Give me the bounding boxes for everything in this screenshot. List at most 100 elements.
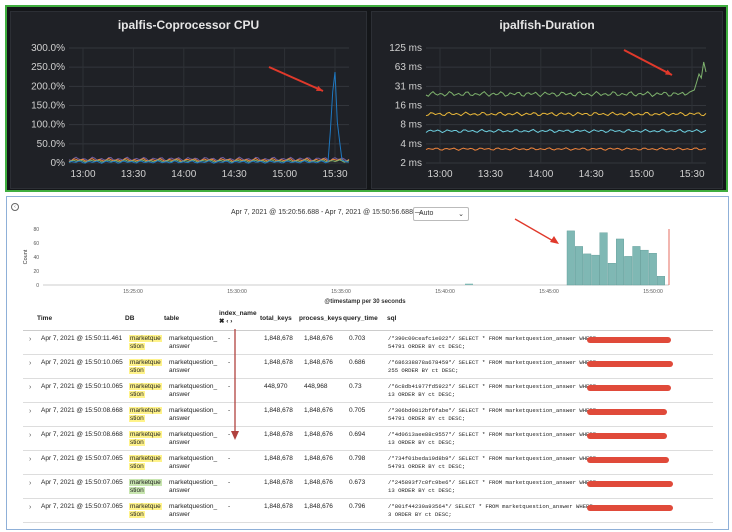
red-arrow: [268, 66, 324, 92]
x-tick-label: 14:00: [171, 169, 196, 180]
cell-db: marketque stion: [129, 383, 162, 399]
red-arrow-head: [316, 85, 323, 91]
table-row[interactable]: › Apr 7, 2021 @ 15:50:07.065 marketque st…: [23, 475, 713, 499]
cpu-panel[interactable]: ipalfis-Coprocessor CPU 300.0% 250.0% 200.…: [10, 11, 367, 189]
cell-db: marketque stion: [129, 407, 162, 423]
db-line-2: stion: [129, 463, 145, 470]
y-tick-label: 0: [36, 283, 39, 289]
cell-query-time: 0.694: [349, 431, 366, 438]
table-line-1: marketquestion_: [169, 455, 218, 462]
sql-line-2: 54791 ORDER BY ct DESC;: [388, 463, 466, 470]
table-row[interactable]: › Apr 7, 2021 @ 15:50:11.461 marketque st…: [23, 331, 713, 355]
cell-total-keys: 1,848,678: [264, 335, 293, 342]
y-tick-label: 100.0%: [31, 120, 65, 131]
db-line-1: marketque: [129, 479, 162, 486]
x-tick-label: 14:00: [528, 169, 553, 180]
col-index-name[interactable]: index_name ✖ ‹ ›: [219, 310, 257, 326]
x-tick-label: 15:50:00: [643, 289, 663, 295]
x-tick-label: 13:30: [121, 169, 146, 180]
cell-time: Apr 7, 2021 @ 15:50:10.065: [41, 359, 123, 366]
col-sql[interactable]: sql: [387, 315, 397, 322]
interval-select[interactable]: Auto ⌄: [413, 207, 469, 221]
collapse-icon[interactable]: ‹: [11, 203, 19, 211]
table-row[interactable]: › Apr 7, 2021 @ 15:50:08.668 marketque st…: [23, 403, 713, 427]
db-line-2: stion: [129, 343, 145, 350]
cell-index-name: -: [228, 503, 231, 510]
table-line-1: marketquestion_: [169, 359, 218, 366]
histogram-bar: [648, 253, 657, 286]
sql-line-1: /*245893f7c0fc9be6*/ SELECT * FROM marke…: [388, 479, 597, 486]
table-line-2: answer: [169, 415, 190, 422]
table-row[interactable]: › Apr 7, 2021 @ 15:50:07.065 marketque st…: [23, 451, 713, 475]
redaction-bar: [587, 433, 667, 439]
col-process-keys[interactable]: process_keys: [299, 315, 343, 322]
histogram-bar: [465, 283, 473, 285]
sql-line-2: 54791 ORDER BY ct DESC;: [388, 343, 466, 350]
table-row[interactable]: › Apr 7, 2021 @ 15:50:08.668 marketque st…: [23, 427, 713, 451]
x-tick-label: 13:00: [70, 169, 95, 180]
sql-line-2: 13 ORDER BY ct DESC;: [388, 487, 456, 494]
table-row[interactable]: › Apr 7, 2021 @ 15:50:07.065 marketque st…: [23, 499, 713, 523]
y-tick-label: 31 ms: [395, 81, 422, 92]
expand-row-icon[interactable]: ›: [29, 408, 32, 415]
cell-sql: /*734f01beda19d8b9*/ SELECT * FROM marke…: [388, 455, 678, 471]
kibana-discover: ‹ Apr 7, 2021 @ 15:20:56.688 - Apr 7, 20…: [6, 196, 729, 530]
table-row[interactable]: › Apr 7, 2021 @ 15:50:10.065 marketque st…: [23, 379, 713, 403]
expand-row-icon[interactable]: ›: [29, 336, 32, 343]
col-index-name-label: index_name: [219, 310, 257, 317]
table-line-2: answer: [169, 487, 190, 494]
expand-row-icon[interactable]: ›: [29, 480, 32, 487]
expand-row-icon[interactable]: ›: [29, 360, 32, 367]
x-tick-label: 15:35:00: [331, 289, 351, 295]
cell-sql: /*4d0613aee88c9557*/ SELECT * FROM marke…: [388, 431, 678, 447]
time-range[interactable]: Apr 7, 2021 @ 15:20:56.688 - Apr 7, 2021…: [231, 209, 422, 216]
col-query-time[interactable]: query_time: [343, 315, 378, 322]
expand-row-icon[interactable]: ›: [29, 384, 32, 391]
histogram-bar: [607, 263, 616, 286]
cell-sql: /*306bd0812bf6fabe*/ SELECT * FROM marke…: [388, 407, 678, 423]
db-line-1: marketque: [129, 431, 162, 438]
cell-process-keys: 1,848,676: [304, 359, 333, 366]
col-time[interactable]: Time: [37, 315, 53, 322]
duration-panel[interactable]: ipalfish-Duration 125 ms 63 ms 31 ms 16 ms 8…: [371, 11, 723, 189]
cell-index-name: -: [228, 455, 231, 462]
col-db[interactable]: DB: [125, 315, 135, 322]
table-line-2: answer: [169, 391, 190, 398]
sql-line-1: /*4d0613aee88c9557*/ SELECT * FROM marke…: [388, 431, 603, 438]
histogram-bar: [657, 276, 666, 286]
expand-row-icon[interactable]: ›: [29, 432, 32, 439]
x-tick-label: 15:40:00: [435, 289, 455, 295]
col-total-keys[interactable]: total_keys: [260, 315, 292, 322]
chevron-down-icon: ⌄: [458, 211, 464, 218]
red-arrow-head: [665, 69, 672, 75]
sql-line-1: /*6c8db41977fd5922*/ SELECT * FROM marke…: [388, 383, 603, 390]
series-line: [425, 147, 707, 151]
x-tick-label: 15:25:00: [123, 289, 143, 295]
expand-row-icon[interactable]: ›: [29, 504, 32, 511]
histogram[interactable]: 80 60 40 20 0 Count 15:25:00 15:30:00 15:35:00 15…: [7, 221, 730, 329]
cell-time: Apr 7, 2021 @ 15:50:11.461: [41, 335, 123, 342]
db-line-1: marketque: [129, 335, 162, 342]
table-line-1: marketquestion_: [169, 479, 218, 486]
cell-index-name: -: [228, 431, 231, 438]
cell-sql: /*801f44230a93564*/ SELECT * FROM market…: [388, 503, 678, 519]
sql-line-2: 54791 ORDER BY ct DESC;: [388, 415, 466, 422]
table-line-2: answer: [169, 439, 190, 446]
db-line-1: marketque: [129, 455, 162, 462]
cell-db: marketque stion: [129, 455, 162, 471]
cell-query-time: 0.703: [349, 335, 366, 342]
cell-time: Apr 7, 2021 @ 15:50:07.065: [41, 503, 123, 510]
table-line-1: marketquestion_: [169, 383, 218, 390]
expand-row-icon[interactable]: ›: [29, 456, 32, 463]
cell-index-name: -: [228, 359, 231, 366]
cell-index-name: -: [228, 383, 231, 390]
cell-table: marketquestion_ answer: [169, 383, 217, 399]
table-row[interactable]: › Apr 7, 2021 @ 15:50:10.065 marketque st…: [23, 355, 713, 379]
series-line: [68, 71, 349, 164]
panel-title: ipalfish-Duration: [499, 18, 595, 32]
column-controls-icon[interactable]: ✖ ‹ ›: [219, 318, 233, 325]
y-tick-label: 60: [33, 241, 39, 247]
col-table[interactable]: table: [164, 315, 180, 322]
cell-total-keys: 1,848,678: [264, 407, 293, 414]
cell-sql: /*390c00ceafc1e022*/ SELECT * FROM marke…: [388, 335, 678, 351]
